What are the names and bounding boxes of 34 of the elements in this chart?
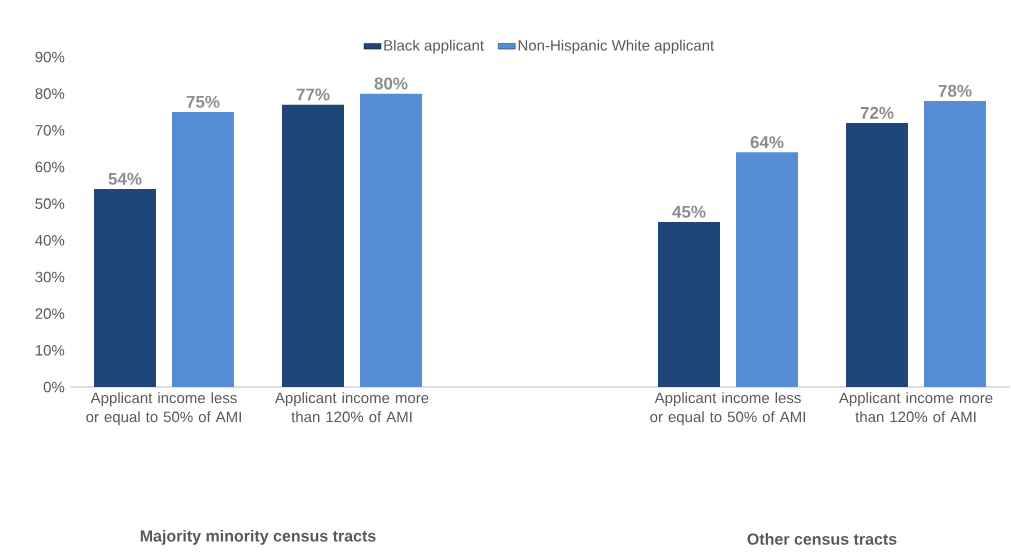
data-label: 80%	[374, 77, 408, 90]
x-tick-label: Applicant income less or equal to 50% of AMI	[86, 392, 241, 426]
bar	[846, 123, 909, 387]
y-tick-label: 10%	[35, 345, 65, 356]
bar	[94, 189, 156, 387]
legend-label: Non-Hispanic White applicant	[518, 39, 715, 54]
data-label: 78%	[938, 84, 972, 97]
text: Other census tracts	[747, 533, 897, 545]
y-tick-label: 90%	[35, 51, 65, 63]
data-label: 45%	[672, 205, 706, 218]
legend-label: Black applicant	[384, 39, 484, 54]
data-label: 75%	[186, 95, 220, 108]
y-tick-label: 20%	[35, 308, 65, 319]
bar	[282, 104, 344, 387]
data-label: 64%	[750, 136, 784, 149]
bar	[924, 101, 987, 387]
text: Majority minority census tracts	[140, 529, 376, 545]
bar	[360, 93, 422, 387]
y-tick-label: 70%	[35, 125, 65, 136]
bar	[736, 152, 798, 387]
data-label: 72%	[860, 106, 894, 119]
x-tick-label: Applicant income more than 120% of AMI	[838, 392, 993, 423]
y-tick-label: 40%	[35, 235, 65, 246]
data-label: 77%	[296, 88, 330, 101]
y-tick-label: 60%	[35, 161, 65, 173]
y-tick-label: 80%	[35, 88, 65, 99]
bar	[658, 222, 720, 387]
x-tick-label: Applicant income more than 120% of AMI	[274, 392, 429, 423]
bar	[172, 112, 234, 387]
y-tick-label: 0%	[43, 381, 65, 393]
y-tick-label: 30%	[35, 271, 65, 283]
y-tick-label: 50%	[35, 198, 65, 209]
x-tick-label: Applicant income less or equal to 50% of AMI	[650, 392, 805, 426]
data-label: 54%	[108, 172, 142, 185]
